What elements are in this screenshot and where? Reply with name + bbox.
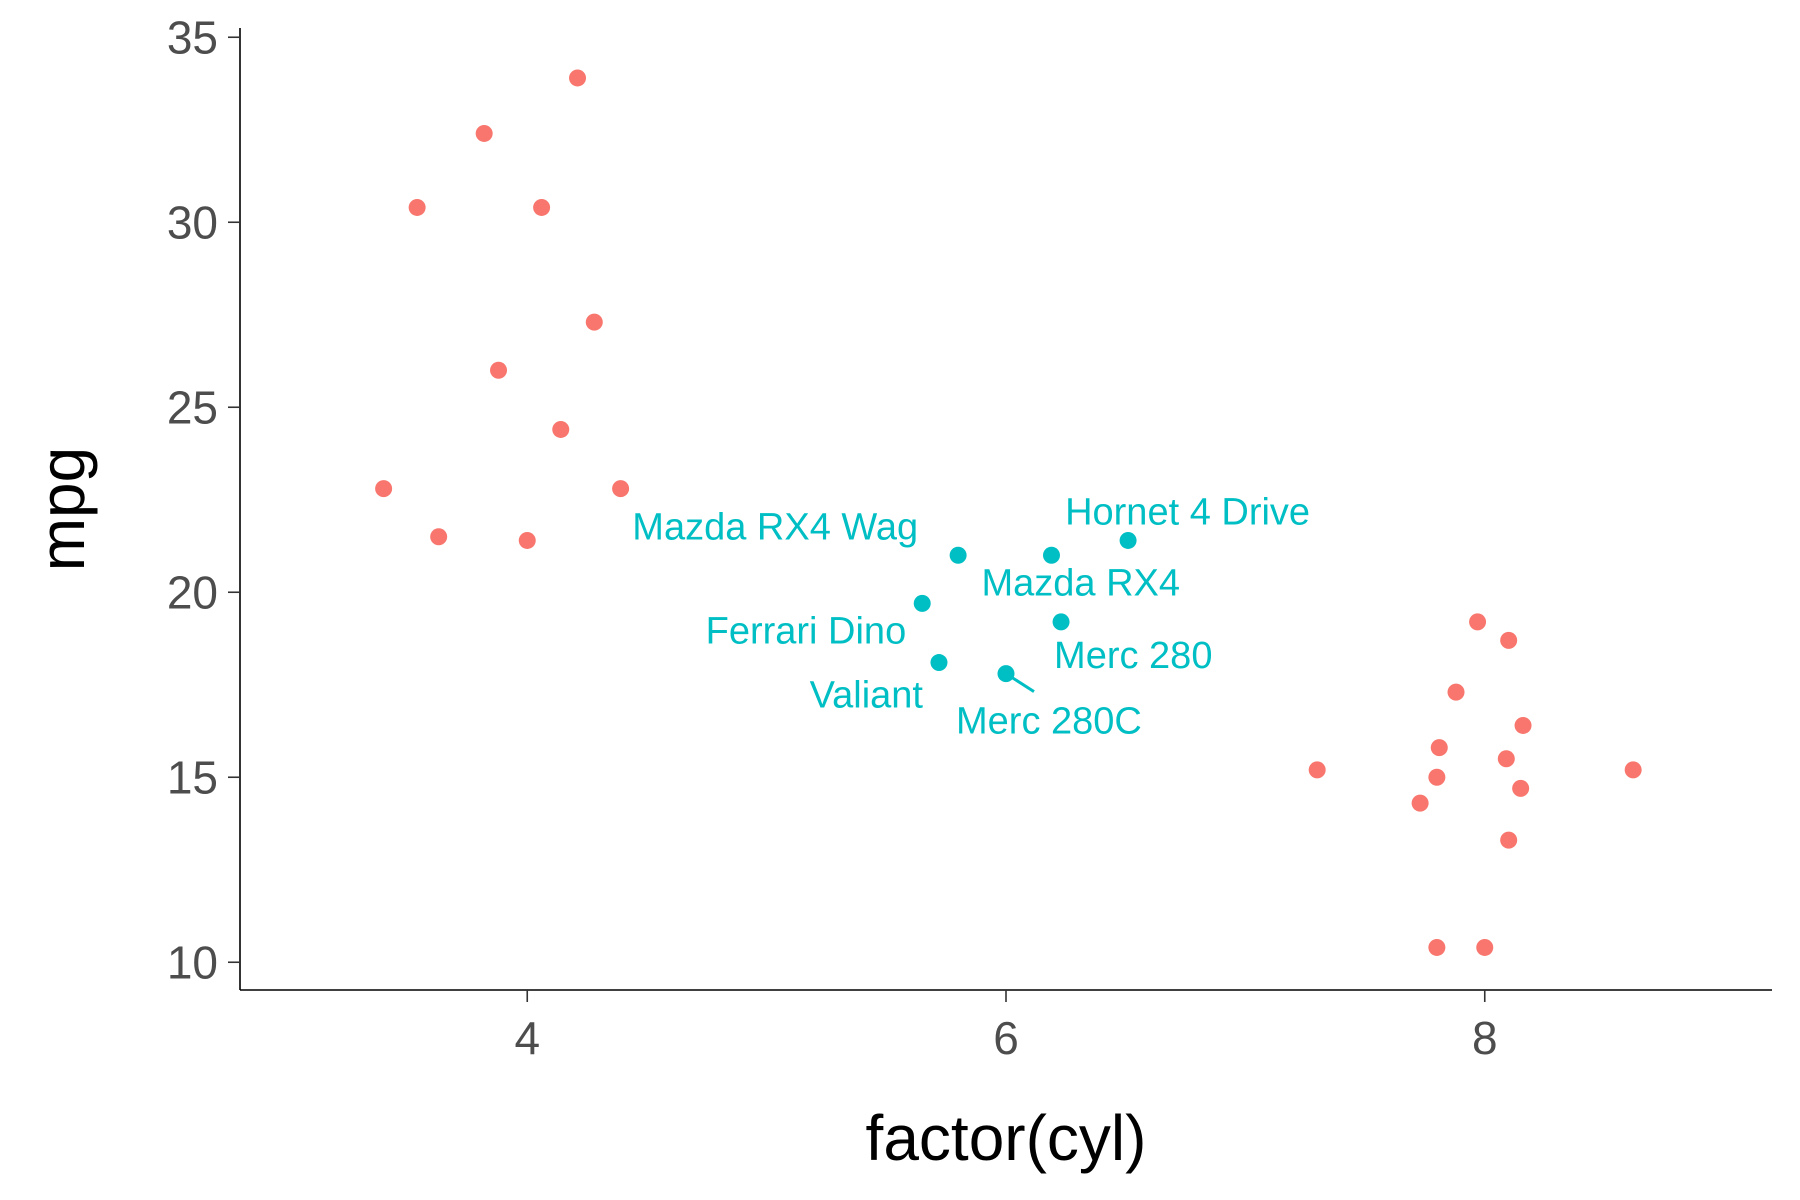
x-axis-title: factor(cyl) bbox=[866, 1102, 1147, 1174]
y-tick-label: 10 bbox=[167, 936, 218, 988]
data-point bbox=[1497, 750, 1515, 768]
data-point bbox=[533, 198, 551, 216]
data-point bbox=[1447, 683, 1465, 701]
data-point bbox=[408, 198, 426, 216]
data-point bbox=[375, 480, 393, 498]
point-label: Mazda RX4 bbox=[981, 562, 1180, 604]
data-point bbox=[1411, 794, 1429, 812]
y-axis-ticks: 10 15 20 25 30 35 bbox=[167, 11, 240, 988]
data-point bbox=[1476, 938, 1494, 956]
y-tick-label: 35 bbox=[167, 11, 218, 63]
data-point bbox=[1428, 938, 1446, 956]
data-point bbox=[1469, 613, 1487, 631]
data-point bbox=[1308, 761, 1326, 779]
data-point bbox=[552, 420, 570, 438]
point-labels: Mazda RX4 Mazda RX4 Wag Hornet 4 Drive Vali… bbox=[632, 491, 1310, 742]
data-point bbox=[1430, 739, 1448, 757]
y-axis-title: mpg bbox=[26, 447, 98, 572]
y-tick-label: 25 bbox=[167, 381, 218, 433]
data-point bbox=[612, 480, 630, 498]
axes bbox=[239, 28, 1772, 991]
data-point bbox=[1624, 761, 1642, 779]
point-label: Valiant bbox=[810, 675, 924, 717]
data-point bbox=[569, 69, 587, 87]
data-point-labeled bbox=[1052, 613, 1070, 631]
data-point bbox=[490, 361, 508, 379]
data-point-labeled bbox=[1119, 531, 1137, 549]
label-leader-line bbox=[1005, 672, 1035, 693]
point-label: Hornet 4 Drive bbox=[1065, 491, 1310, 533]
data-point bbox=[430, 528, 448, 546]
y-tick-label: 20 bbox=[167, 566, 218, 618]
data-point bbox=[1500, 831, 1518, 849]
data-points bbox=[375, 69, 1642, 956]
data-point bbox=[1428, 768, 1446, 786]
x-tick-label: 8 bbox=[1472, 1012, 1498, 1064]
point-label: Mazda RX4 Wag bbox=[632, 506, 918, 548]
data-point-labeled bbox=[1042, 546, 1060, 564]
data-point bbox=[475, 124, 493, 142]
data-point bbox=[1500, 631, 1518, 649]
data-point-labeled bbox=[930, 654, 948, 672]
point-label: Merc 280C bbox=[956, 701, 1142, 743]
data-point-labeled bbox=[913, 594, 931, 612]
data-point bbox=[585, 313, 603, 331]
data-point-labeled bbox=[949, 546, 967, 564]
x-tick-label: 6 bbox=[993, 1012, 1019, 1064]
data-point bbox=[1514, 716, 1532, 734]
y-tick-label: 30 bbox=[167, 196, 218, 248]
x-tick-label: 4 bbox=[514, 1012, 540, 1064]
point-label: Merc 280 bbox=[1054, 635, 1212, 677]
data-point bbox=[1512, 779, 1530, 797]
data-point bbox=[518, 531, 536, 549]
x-axis-ticks: 4 6 8 bbox=[514, 990, 1498, 1064]
point-label: Ferrari Dino bbox=[706, 610, 907, 652]
y-tick-label: 15 bbox=[167, 751, 218, 803]
